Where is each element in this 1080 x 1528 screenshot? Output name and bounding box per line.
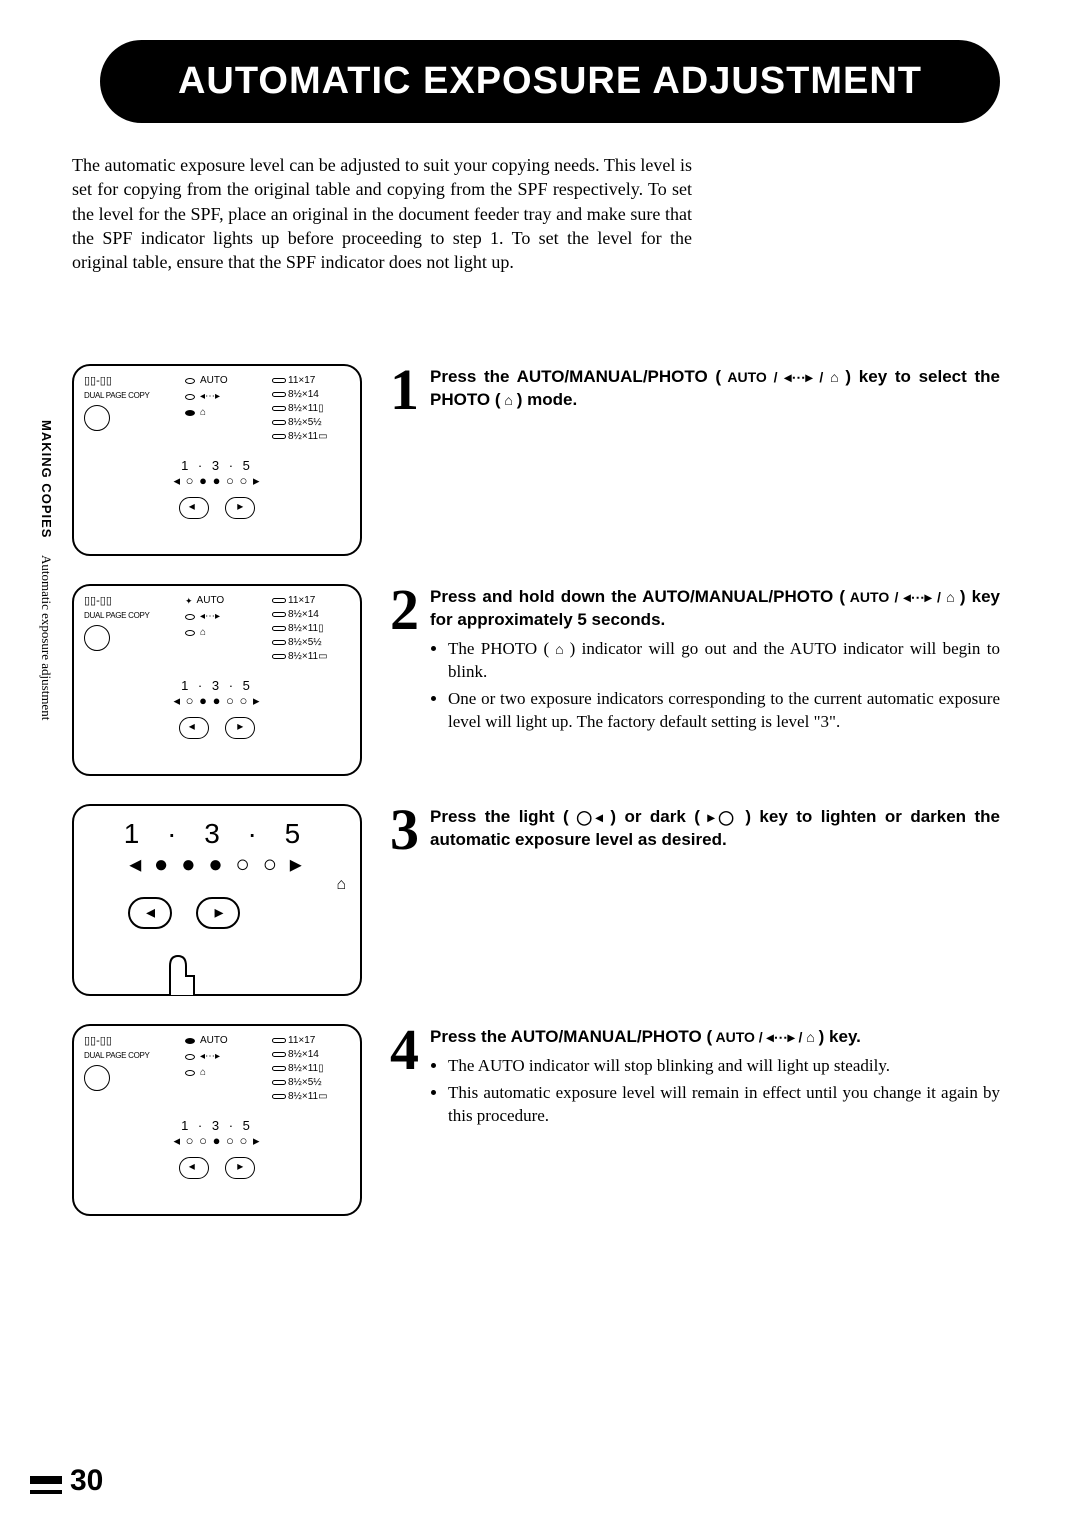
finger-icon (150, 946, 210, 996)
panel-step-3: 1 · 3 · 5 ◂ ● ● ● ○ ○ ▸ ⌂ (72, 804, 362, 996)
step-2-body: Press and hold down the AUTO/MANUAL/PHOT… (430, 584, 1000, 738)
step-1-body: Press the AUTO/MANUAL/PHOTO ( AUTO / ◂⋯▸… (430, 364, 1000, 416)
light-button-icon (179, 497, 209, 519)
dark-button-icon (225, 497, 255, 519)
exposure-dots: ◂ ○ ● ● ○ ○ ▸ (84, 473, 350, 489)
step-number-2: 2 (390, 584, 422, 738)
step-number-3: 3 (390, 804, 422, 856)
panel-buttons (84, 497, 350, 524)
dial-icon (84, 405, 110, 431)
title-bar: AUTOMATIC EXPOSURE ADJUSTMENT (100, 40, 1000, 123)
page-title: AUTOMATIC EXPOSURE ADJUSTMENT (130, 60, 970, 103)
step-4: ▯▯-▯▯ DUAL PAGE COPY AUTO ◂⋯▸ ⌂ 11×17 8½… (72, 1024, 1000, 1216)
step-1: ▯▯-▯▯ DUAL PAGE COPY AUTO ◂⋯▸ ⌂ 11×17 8½… (72, 364, 1000, 556)
dark-button-big (196, 897, 240, 929)
photo-corner-icon: ⌂ (336, 876, 346, 894)
step-3: 1 · 3 · 5 ◂ ● ● ● ○ ○ ▸ ⌂ 3 Press the li… (72, 804, 1000, 996)
panel-step-1: ▯▯-▯▯ DUAL PAGE COPY AUTO ◂⋯▸ ⌂ 11×17 8½… (72, 364, 362, 556)
steps-container: ▯▯-▯▯ DUAL PAGE COPY AUTO ◂⋯▸ ⌂ 11×17 8½… (72, 364, 1000, 1216)
light-button-big (128, 897, 172, 929)
page-number: 30 (70, 1464, 103, 1498)
step-number-4: 4 (390, 1024, 422, 1132)
intro-paragraph: The automatic exposure level can be adju… (72, 153, 692, 274)
step-number-1: 1 (390, 364, 422, 416)
dual-page-label: DUAL PAGE COPY (84, 390, 176, 401)
step-3-body: Press the light ( ◯◂ ) or dark ( ▸◯ ) ke… (430, 804, 1000, 856)
panel-step-2: ▯▯-▯▯ DUAL PAGE COPY AUTO ◂⋯▸ ⌂ 11×17 8½… (72, 584, 362, 776)
exposure-scale: 1 · 3 · 5 (84, 458, 350, 473)
panel-step-4: ▯▯-▯▯ DUAL PAGE COPY AUTO ◂⋯▸ ⌂ 11×17 8½… (72, 1024, 362, 1216)
side-section: MAKING COPIES (39, 420, 54, 538)
page-bar2-icon (30, 1490, 62, 1494)
step-4-body: Press the AUTO/MANUAL/PHOTO ( AUTO / ◂⋯▸… (430, 1024, 1000, 1132)
side-subsection: Automatic exposure adjustment (39, 555, 54, 720)
side-label: MAKING COPIES Automatic exposure adjustm… (38, 420, 54, 720)
page-bar-icon (30, 1476, 62, 1484)
book-icons: ▯▯-▯▯ (84, 374, 176, 389)
step-2: ▯▯-▯▯ DUAL PAGE COPY AUTO ◂⋯▸ ⌂ 11×17 8½… (72, 584, 1000, 776)
